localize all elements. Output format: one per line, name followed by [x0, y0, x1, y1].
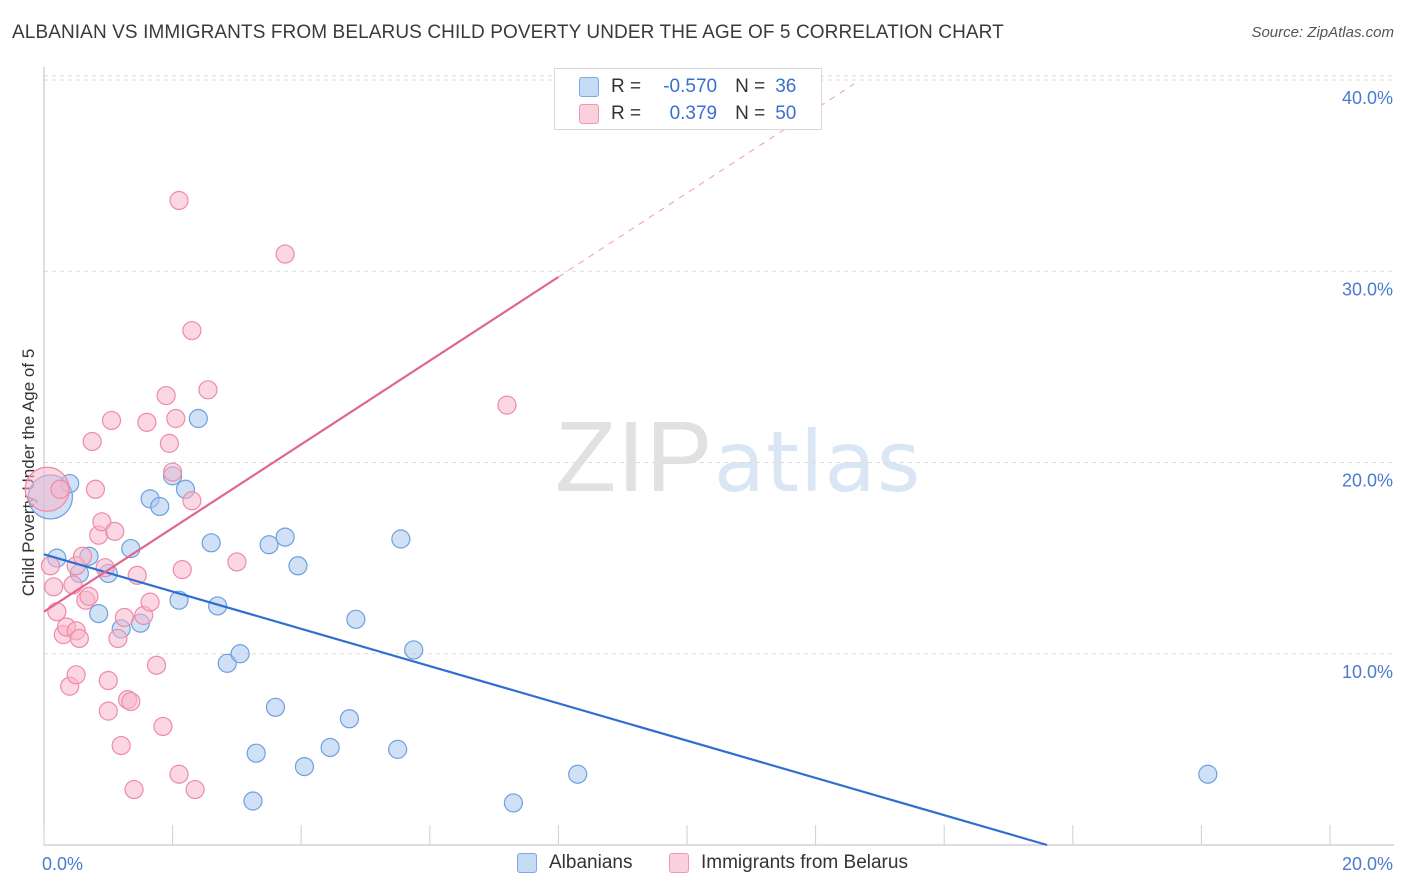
- y-tick-label: 40.0%: [1342, 88, 1393, 108]
- stats-r-value: -0.570: [663, 76, 718, 97]
- point-belarus: [44, 577, 64, 597]
- point-belarus: [111, 735, 131, 756]
- legend-label-belarus: Immigrants from Belarus: [701, 852, 908, 873]
- point-belarus: [169, 764, 189, 784]
- point-belarus: [275, 244, 295, 264]
- point-belarus: [101, 410, 122, 431]
- point-albanians: [188, 408, 208, 429]
- point-albanians: [201, 533, 221, 553]
- point-belarus: [140, 592, 160, 612]
- stats-swatch-belarus: [579, 104, 599, 124]
- stats-n-value: 50: [775, 103, 797, 124]
- point-belarus: [227, 552, 247, 572]
- x-tick-label: 0.0%: [42, 854, 83, 874]
- point-albanians: [230, 644, 250, 664]
- stats-r-value: 0.379: [669, 103, 718, 124]
- stats-swatch-albanians: [579, 77, 599, 97]
- x-tick-label: 20.0%: [1342, 854, 1393, 874]
- stats-n-label: N =: [735, 76, 766, 97]
- legend-label-albanians: Albanians: [549, 852, 633, 873]
- point-belarus: [108, 628, 128, 649]
- stats-row-belarus: R = 0.379 N = 50: [555, 100, 796, 128]
- point-belarus: [137, 412, 157, 432]
- point-belarus: [98, 670, 118, 691]
- point-belarus: [172, 559, 192, 580]
- point-belarus: [98, 701, 118, 721]
- point-belarus: [40, 556, 61, 576]
- legend-swatch-belarus: [669, 853, 689, 873]
- point-albanians: [265, 697, 286, 717]
- trendline-belarus: [43, 276, 559, 613]
- point-belarus: [69, 628, 89, 649]
- point-albanians: [568, 764, 588, 784]
- point-albanians: [259, 535, 279, 555]
- point-albanians: [246, 743, 266, 763]
- point-albanians: [208, 596, 228, 616]
- source-label: Source: ZipAtlas.com: [1251, 24, 1394, 41]
- point-belarus: [163, 462, 183, 482]
- point-belarus: [50, 479, 70, 499]
- chart-title: ALBANIAN VS IMMIGRANTS FROM BELARUS CHIL…: [12, 22, 1004, 43]
- point-albanians: [243, 791, 263, 811]
- point-albanians: [391, 529, 411, 549]
- watermark-zip: ZIP: [555, 401, 714, 513]
- point-albanians: [217, 653, 237, 673]
- trendline-albanians: [43, 553, 1048, 847]
- point-belarus: [114, 607, 134, 628]
- legend-swatch-albanians: [517, 853, 537, 873]
- y-tick-label: 30.0%: [1342, 279, 1393, 299]
- legend: Albanians Immigrants from Belarus: [0, 850, 1406, 880]
- point-belarus: [66, 665, 86, 685]
- stats-r-label: R =: [611, 76, 642, 97]
- point-belarus: [146, 655, 167, 675]
- point-belarus: [105, 521, 125, 541]
- point-belarus: [47, 602, 67, 622]
- point-albanians: [150, 496, 170, 517]
- point-albanians: [346, 609, 366, 629]
- y-tick-label: 10.0%: [1342, 662, 1393, 682]
- point-belarus: [182, 491, 202, 511]
- legend-item-albanians[interactable]: Albanians: [517, 852, 632, 874]
- point-albanians: [320, 737, 340, 758]
- point-belarus: [63, 575, 83, 595]
- point-albanians: [388, 739, 408, 759]
- point-albanians: [503, 793, 523, 813]
- point-albanians: [288, 556, 308, 576]
- point-belarus: [153, 716, 173, 737]
- point-albanians: [1198, 764, 1218, 784]
- point-belarus: [182, 320, 202, 341]
- point-belarus: [497, 395, 517, 415]
- point-belarus: [156, 385, 176, 406]
- point-belarus: [124, 779, 144, 800]
- point-belarus: [185, 779, 205, 800]
- stats-row-albanians: R = -0.570 N = 36: [555, 73, 796, 101]
- point-albanians: [404, 640, 424, 660]
- point-albanians: [339, 709, 360, 729]
- point-belarus: [166, 408, 186, 429]
- point-belarus: [198, 380, 218, 400]
- point-belarus: [92, 512, 112, 532]
- y-tick-label: 20.0%: [1342, 471, 1393, 491]
- point-albanians: [294, 756, 315, 777]
- point-belarus: [79, 586, 99, 606]
- point-belarus: [169, 190, 189, 211]
- point-albanians: [275, 527, 295, 547]
- point-belarus: [121, 691, 141, 712]
- point-belarus: [85, 479, 106, 499]
- stats-r-label: R =: [611, 103, 642, 124]
- stats-n-value: 36: [775, 76, 797, 97]
- point-albanians: [89, 603, 109, 624]
- stats-legend: R = -0.570 N = 36 R = 0.379 N = 50: [554, 68, 822, 130]
- point-belarus: [159, 433, 179, 453]
- stats-n-label: N =: [735, 103, 766, 124]
- legend-item-belarus[interactable]: Immigrants from Belarus: [669, 852, 908, 874]
- y-axis-title: Child Poverty Under the Age of 5: [19, 349, 38, 597]
- point-belarus: [82, 431, 102, 452]
